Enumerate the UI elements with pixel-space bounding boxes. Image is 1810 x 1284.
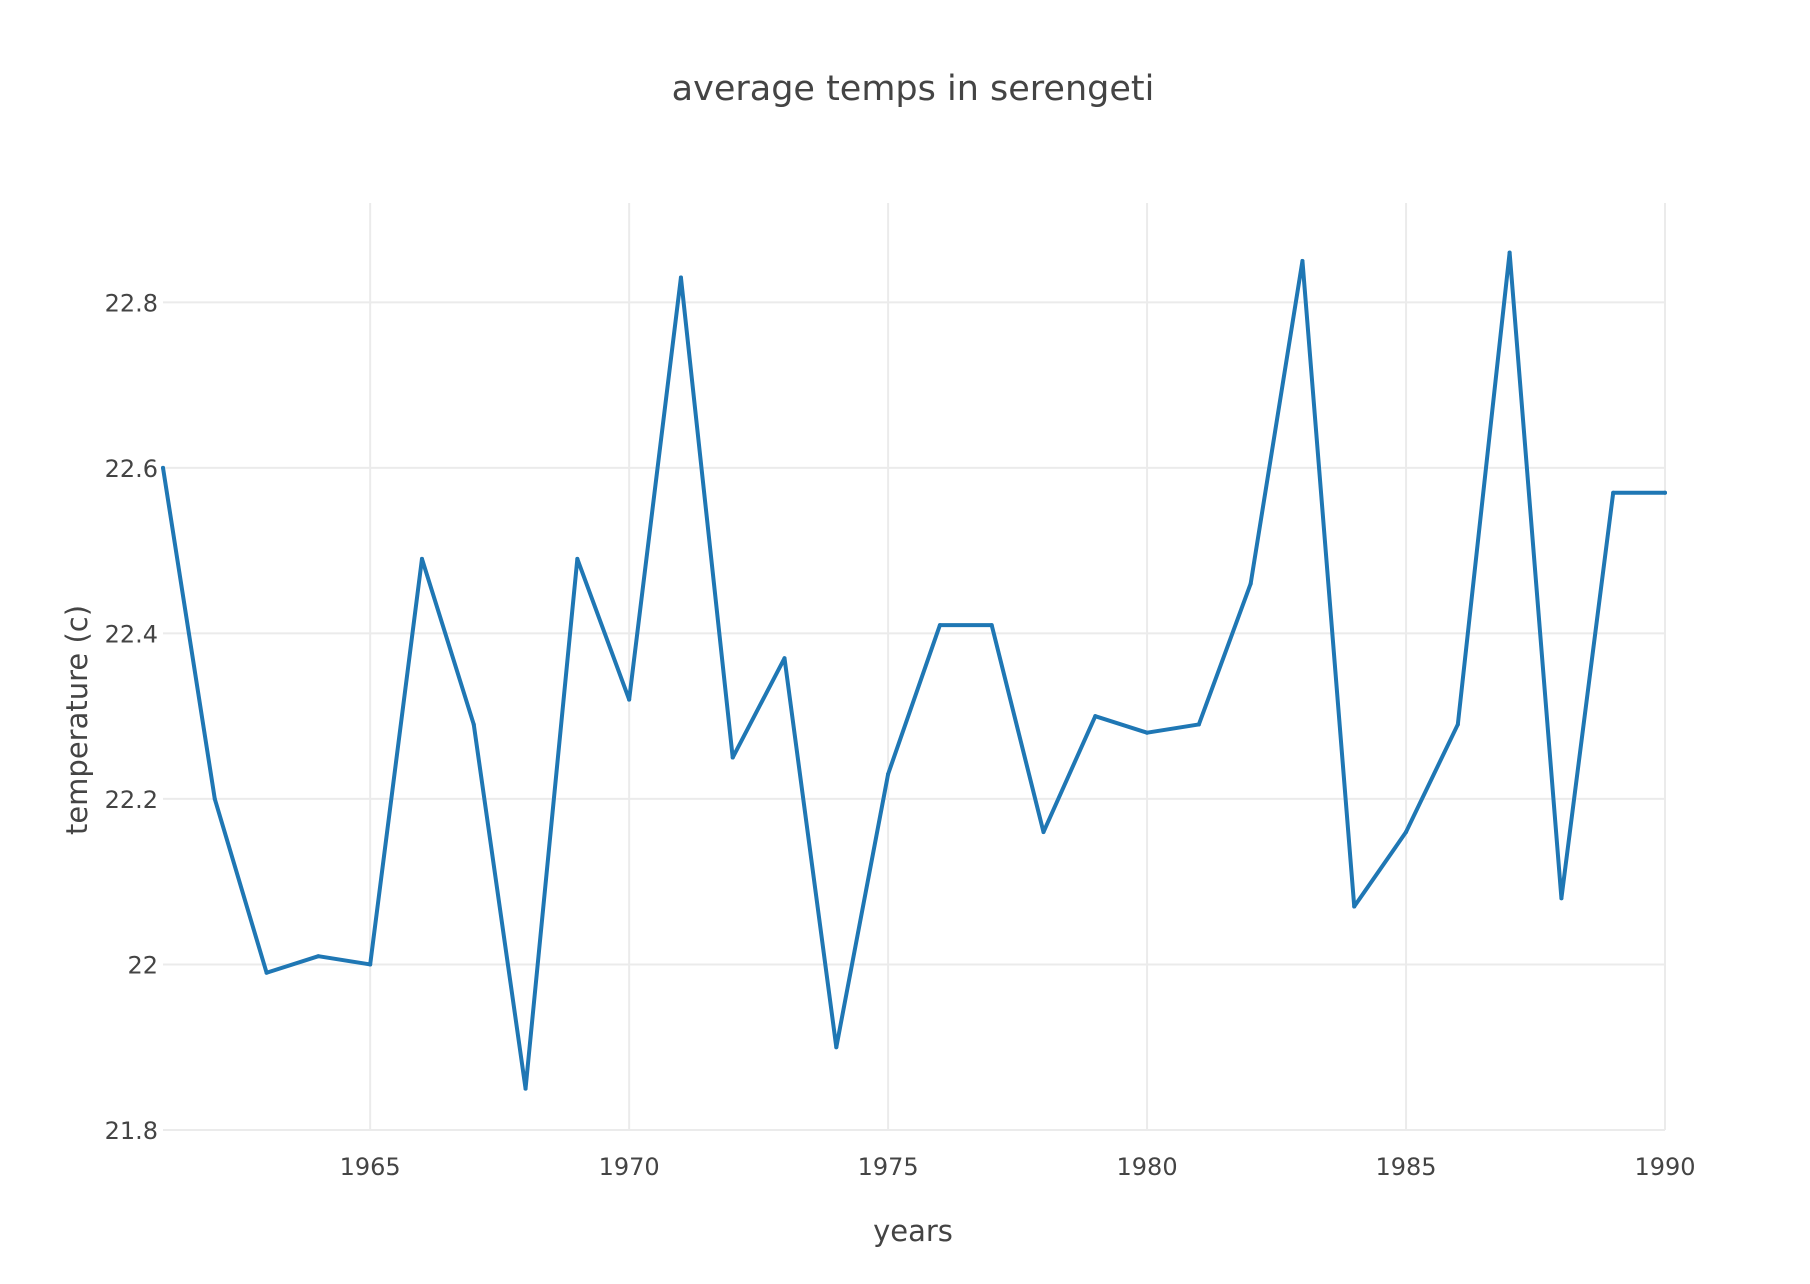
data-point: [678, 275, 683, 280]
data-point: [886, 772, 891, 777]
data-point: [1352, 904, 1357, 909]
y-tick-label: 21.8: [105, 1117, 158, 1145]
x-tick-label: 1985: [1375, 1153, 1436, 1181]
x-tick-label: 1970: [599, 1153, 660, 1181]
chart-title: average temps in serengeti: [672, 69, 1155, 109]
grid-layer: [163, 203, 1666, 1131]
data-point: [1196, 722, 1201, 727]
data-point: [523, 1086, 528, 1091]
y-tick-label: 22: [127, 951, 158, 979]
data-point: [575, 556, 580, 561]
y-tick-label: 22.2: [105, 786, 158, 814]
data-point: [1093, 714, 1098, 719]
x-tick-label: 1980: [1117, 1153, 1178, 1181]
data-point: [730, 755, 735, 760]
data-point: [1507, 250, 1512, 255]
y-tick-label: 22.6: [105, 455, 158, 483]
data-point: [1145, 730, 1150, 735]
x-tick-label: 1990: [1634, 1153, 1695, 1181]
series-layer: [161, 250, 1667, 1091]
data-point: [368, 962, 373, 967]
data-point: [212, 796, 217, 801]
data-point: [782, 656, 787, 661]
data-point: [264, 970, 269, 975]
data-point: [1041, 830, 1046, 835]
data-point: [1404, 830, 1409, 835]
x-tick-label: 1975: [858, 1153, 919, 1181]
data-point: [989, 623, 994, 628]
data-point: [471, 722, 476, 727]
data-point: [1455, 722, 1460, 727]
x-axis-title: years: [873, 1214, 953, 1248]
data-point: [1559, 896, 1564, 901]
data-point: [1663, 490, 1667, 495]
y-axis-title: temperature (c): [60, 605, 94, 835]
data-point: [161, 465, 165, 470]
y-tick-label: 22.4: [105, 620, 158, 648]
data-point: [1248, 581, 1253, 586]
x-tick-label: 1965: [340, 1153, 401, 1181]
data-point: [419, 556, 424, 561]
data-point: [937, 623, 942, 628]
data-point: [627, 697, 632, 702]
data-point: [1611, 490, 1616, 495]
data-point: [1300, 258, 1305, 263]
data-point: [834, 1045, 839, 1050]
tick-layer: 21.8 22 22.2 22.4 22.6 22.8 1965 1970 1975 1980 19…: [105, 289, 1696, 1181]
series-line: [161, 250, 1667, 1091]
data-point: [316, 954, 321, 959]
y-tick-label: 22.8: [105, 289, 158, 317]
